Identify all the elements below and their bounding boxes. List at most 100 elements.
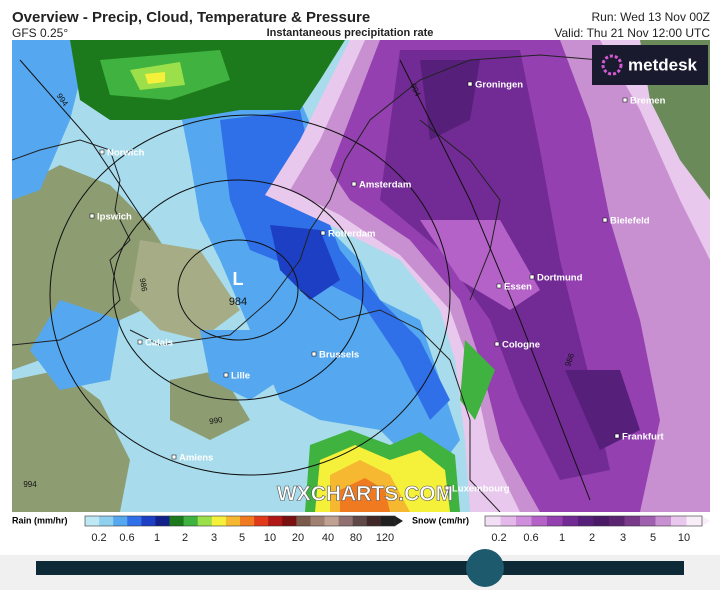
rain-swatch [155, 516, 170, 526]
snow-arrow [702, 516, 710, 526]
logo-text: metdesk [628, 55, 698, 74]
rain-swatch [197, 516, 213, 526]
snow-swatch [562, 516, 579, 526]
snow-swatch [485, 516, 501, 526]
run: Run: Wed 13 Nov 00Z [591, 10, 710, 24]
snow-swatch [516, 516, 532, 526]
rain-swatch [169, 516, 184, 526]
rain-swatch [225, 516, 241, 526]
snow-swatch [640, 516, 656, 526]
low-symbol: L [233, 269, 244, 289]
city-dot [320, 230, 326, 236]
city-label: Ipswich [97, 212, 132, 223]
city-dot [622, 97, 628, 103]
city-dot [311, 351, 317, 357]
layer: Instantaneous precipitation rate [267, 27, 434, 39]
snow-tick-label: 3 [620, 532, 626, 544]
rain-legend-title: Rain (mm/hr) [12, 515, 68, 525]
snow-tick-label: 0.2 [491, 532, 506, 544]
rain [340, 478, 390, 512]
rain-tick-label: 0.2 [91, 532, 106, 544]
rain-swatch [99, 516, 114, 526]
snow [565, 370, 640, 450]
city-dot [444, 485, 450, 491]
rain-swatch [324, 516, 339, 526]
isobar-label: 986 [138, 278, 149, 293]
rain-tick-label: 1 [154, 532, 160, 544]
rain-arrow [395, 516, 403, 526]
snow-swatch [609, 516, 625, 526]
city-dot [171, 454, 177, 460]
rain-swatch [85, 516, 100, 526]
isobar-label: 994 [23, 480, 37, 489]
rain [200, 330, 280, 400]
title: Overview - Precip, Cloud, Temperature & … [12, 9, 370, 26]
city-label: Frankfurt [622, 432, 665, 443]
rain [145, 72, 165, 84]
land [12, 370, 130, 512]
snow-swatch [655, 516, 672, 526]
model: GFS 0.25° [12, 26, 68, 40]
city-label: Groningen [475, 80, 523, 91]
city-label: Amiens [179, 453, 213, 464]
city-label: Lille [231, 371, 250, 382]
city-label: Brussels [319, 350, 359, 361]
slider-knob[interactable] [466, 549, 504, 587]
city-label: Dortmund [537, 273, 583, 284]
city-label: Rotterdam [328, 229, 376, 240]
city-label: Bielefeld [610, 216, 650, 227]
city-label: Calais [145, 338, 173, 349]
city-dot [99, 149, 105, 155]
snow-swatch [531, 516, 548, 526]
city-dot [89, 213, 95, 219]
logo-box [592, 45, 708, 85]
rain-swatch [380, 516, 396, 526]
city-dot [137, 339, 143, 345]
rain-swatch [141, 516, 156, 526]
snow [420, 220, 540, 310]
logo-icon [601, 54, 623, 76]
snow-tick-label: 1 [559, 532, 565, 544]
rain [12, 40, 90, 200]
city-label: Essen [504, 282, 532, 293]
rain-swatch [183, 516, 199, 526]
city-label: Amsterdam [359, 180, 411, 191]
city-label: Norwich [107, 148, 145, 159]
snow-swatch [671, 516, 687, 526]
rain-tick-label: 20 [292, 532, 304, 544]
snow-tick-label: 10 [678, 532, 690, 544]
city-dot [494, 341, 500, 347]
land [130, 240, 240, 340]
rain-tick-label: 10 [264, 532, 276, 544]
city-label: Cologne [502, 340, 540, 351]
city-dot [351, 181, 357, 187]
snow [420, 60, 480, 140]
rain-swatch [127, 516, 142, 526]
snow-swatch [686, 516, 703, 526]
rain-tick-label: 5 [239, 532, 245, 544]
snow-swatch [547, 516, 563, 526]
city-dot [223, 372, 229, 378]
rain-swatch [366, 516, 382, 526]
map [12, 40, 710, 512]
rain-swatch [352, 516, 368, 526]
rain-tick-label: 40 [322, 532, 334, 544]
rain [270, 225, 340, 300]
time-slider[interactable] [36, 561, 684, 575]
low-pressure: 984 [229, 296, 247, 308]
city-dot [529, 274, 535, 280]
isobars [19, 59, 591, 501]
rain-swatch [268, 516, 283, 526]
rain-swatch [113, 516, 128, 526]
city-label: Bremen [630, 96, 666, 107]
city-dot [496, 283, 502, 289]
snow-swatch [593, 516, 610, 526]
snow-frame [484, 515, 703, 527]
rain-swatch [254, 516, 269, 526]
city-dot [614, 433, 620, 439]
city-label: Luxembourg [452, 484, 510, 495]
rain-swatch [296, 516, 311, 526]
rain-tick-label: 80 [350, 532, 362, 544]
